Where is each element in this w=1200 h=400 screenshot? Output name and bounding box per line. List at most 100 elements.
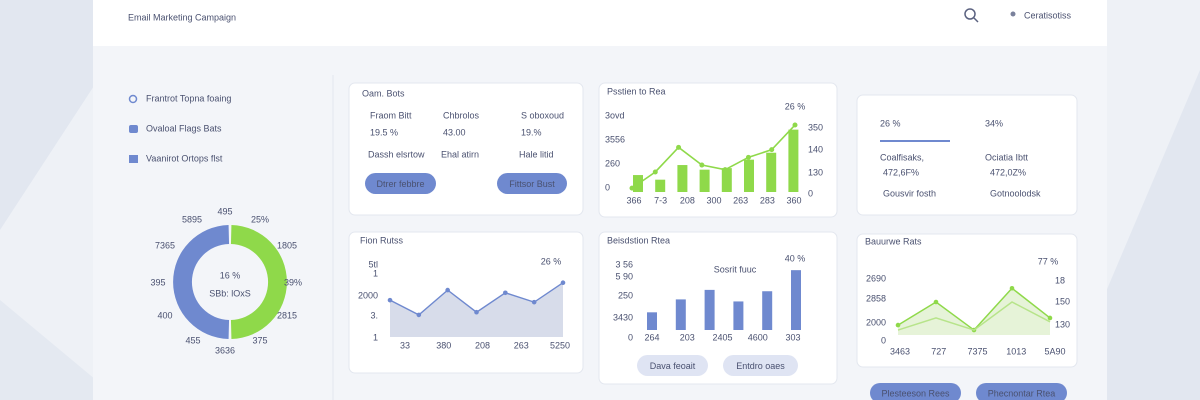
line-point <box>745 154 751 160</box>
kpi-value: 26 % <box>880 118 901 128</box>
axis-label: 130 <box>1055 319 1070 329</box>
x-tick-label: 283 <box>760 195 775 205</box>
button-label: Dtrer febbre <box>376 179 424 189</box>
menu-icon <box>129 155 138 163</box>
button-label: Phecnontar Rtea <box>988 388 1056 398</box>
x-tick-label: 1013 <box>1006 346 1026 356</box>
kpi-value: 34% <box>985 118 1003 128</box>
donut-label: 375 <box>252 335 267 345</box>
stat-value: 19.% <box>521 127 542 137</box>
bg-shape <box>0 300 120 400</box>
stat-label: Fraom Bitt <box>370 110 412 120</box>
headline: 77 % <box>1038 256 1059 266</box>
axis-label: 130 <box>808 167 823 177</box>
page-title: Email Marketing Campaign <box>128 12 236 22</box>
donut-center: 16 % <box>220 270 241 280</box>
search-icon <box>973 17 979 23</box>
x-tick-label: 2405 <box>712 332 732 342</box>
donut-segment <box>173 225 230 339</box>
card <box>598 231 838 385</box>
axis-label: 1 <box>373 332 378 342</box>
bar <box>788 129 799 192</box>
axis-label: 2690 <box>866 273 886 283</box>
menu-item: Frantrot Topna foaing <box>146 93 231 103</box>
stat-sub: Hale litid <box>519 149 554 159</box>
x-tick-label: 7375 <box>967 346 987 356</box>
bar <box>791 270 801 330</box>
donut-label: 5895 <box>182 214 202 224</box>
button-label: Fittsor Bust <box>509 179 555 189</box>
axis-label: 0 <box>808 188 813 198</box>
button-label: Plesteeson Rees <box>881 388 950 398</box>
button[interactable] <box>870 383 961 400</box>
donut-label: 7365 <box>155 240 175 250</box>
line-point <box>416 312 422 318</box>
bar <box>647 312 657 330</box>
user-name[interactable]: Ceratisotiss <box>1024 10 1072 20</box>
axis-label: 150 <box>1055 296 1070 306</box>
headline: 26 % <box>541 256 562 266</box>
kpi-note: Gotnoolodsk <box>990 188 1041 198</box>
button[interactable] <box>723 355 798 376</box>
stat-sub: Dassh elsrtow <box>368 149 425 159</box>
line-point <box>769 147 775 153</box>
button[interactable] <box>365 173 436 194</box>
x-tick-label: 7-3 <box>654 195 667 205</box>
kpi-sub: 472,6F% <box>883 167 919 177</box>
donut-label: 455 <box>185 335 200 345</box>
card-title: Beisdstion Rtea <box>607 235 670 245</box>
bar <box>766 152 777 192</box>
bar <box>655 179 666 192</box>
kpi-note: Gousvir fosth <box>883 188 936 198</box>
card-title: Psstien to Rea <box>607 86 666 96</box>
axis-label: 3556 <box>605 134 625 144</box>
card-title: Fion Rutss <box>360 235 404 245</box>
line-point <box>699 162 705 168</box>
button[interactable] <box>637 355 708 376</box>
line-point <box>560 280 566 286</box>
line-point <box>676 144 682 150</box>
card-title: Bauurwe Rats <box>865 236 922 246</box>
card-title: Oam. Bots <box>362 88 405 98</box>
button[interactable] <box>497 173 567 194</box>
menu-icon <box>129 125 138 133</box>
axis-label: 5tl <box>368 259 378 269</box>
area <box>390 282 563 337</box>
button[interactable] <box>976 383 1067 400</box>
line-point <box>445 287 450 293</box>
search-icon[interactable] <box>964 8 976 20</box>
axis-label: 0 <box>605 182 610 192</box>
x-tick-label: 366 <box>626 195 641 205</box>
bar <box>704 289 715 330</box>
axis-label: 1 <box>373 268 378 278</box>
area <box>898 288 1050 335</box>
bar <box>699 169 710 192</box>
donut-label: 3636 <box>215 345 235 355</box>
x-tick-label: 380 <box>436 340 451 350</box>
axis-label: 260 <box>605 158 620 168</box>
user-icon[interactable] <box>1010 11 1016 17</box>
bar <box>677 165 688 192</box>
button-label: Dava feoait <box>650 361 696 371</box>
kpi-sub: 472,0Z% <box>990 167 1026 177</box>
line-point <box>503 290 508 296</box>
x-tick-label: 263 <box>733 195 748 205</box>
axis-label: 2858 <box>866 293 886 303</box>
x-tick-label: 3463 <box>890 346 910 356</box>
card <box>348 231 584 374</box>
bar <box>733 301 744 330</box>
donut-segment <box>230 225 287 339</box>
axis-label: 3 56 <box>615 259 633 269</box>
line-point <box>895 322 901 328</box>
line-point <box>387 297 393 303</box>
donut-label: 39% <box>284 277 302 287</box>
line-point <box>652 169 658 175</box>
x-tick-label: 208 <box>680 195 695 205</box>
line-point <box>531 299 537 305</box>
bar <box>762 291 773 330</box>
x-tick-label: 300 <box>706 195 721 205</box>
axis-label: 350 <box>808 122 823 132</box>
x-tick-label: 727 <box>931 346 946 356</box>
axis-label: 250 <box>618 290 633 300</box>
